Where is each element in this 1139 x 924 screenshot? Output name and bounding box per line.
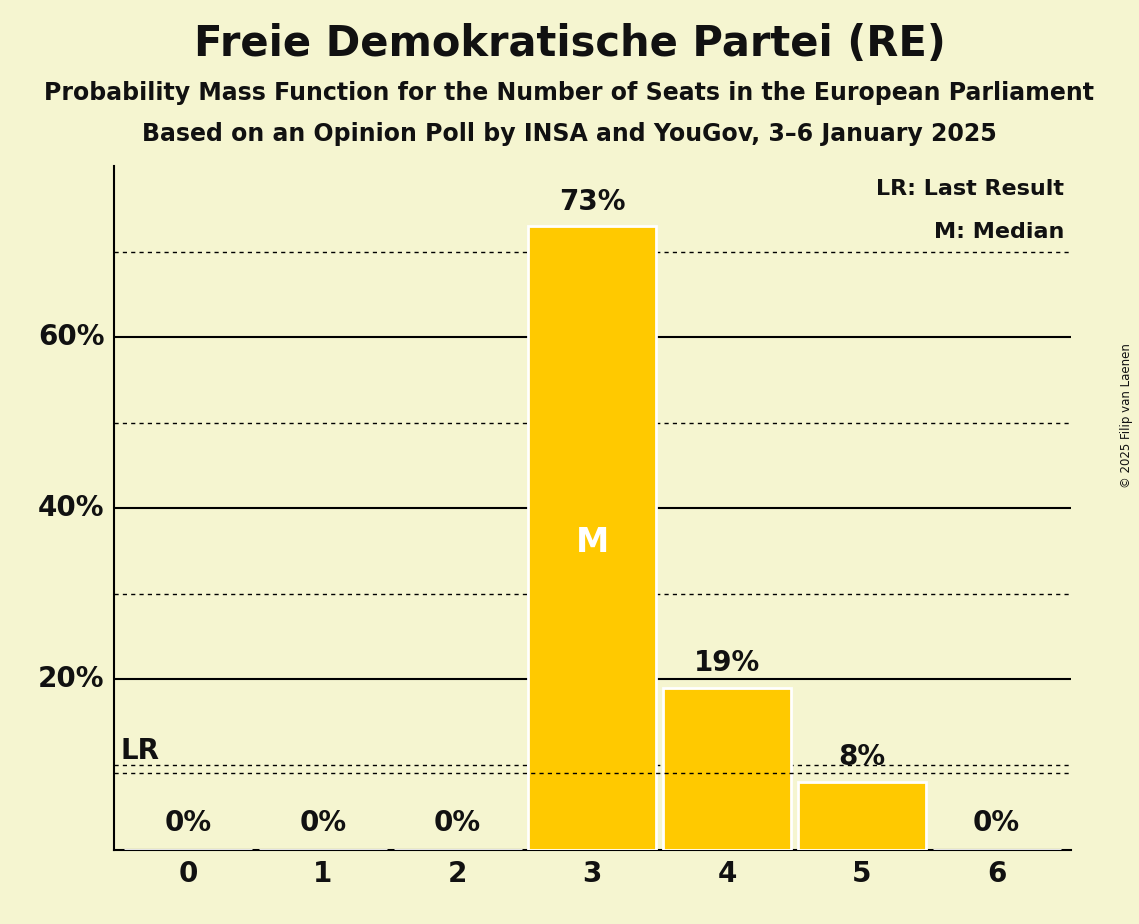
Text: M: M (575, 526, 609, 559)
Text: 19%: 19% (694, 650, 760, 677)
Text: 73%: 73% (559, 188, 625, 216)
Text: LR: LR (121, 736, 159, 765)
Bar (528, 226, 656, 850)
Text: 20%: 20% (38, 665, 105, 693)
Text: © 2025 Filip van Laenen: © 2025 Filip van Laenen (1121, 344, 1133, 488)
Text: 40%: 40% (38, 494, 105, 522)
Text: Based on an Opinion Poll by INSA and YouGov, 3–6 January 2025: Based on an Opinion Poll by INSA and You… (142, 122, 997, 146)
Text: M: Median: M: Median (934, 222, 1064, 242)
Text: 8%: 8% (838, 744, 885, 772)
Text: 0%: 0% (973, 809, 1021, 837)
Text: 0%: 0% (434, 809, 481, 837)
Bar (663, 687, 792, 850)
Text: 60%: 60% (38, 323, 105, 351)
Text: 0%: 0% (164, 809, 212, 837)
Text: LR: Last Result: LR: Last Result (876, 179, 1064, 200)
Text: Freie Demokratische Partei (RE): Freie Demokratische Partei (RE) (194, 23, 945, 65)
Bar (797, 782, 926, 850)
Text: 0%: 0% (300, 809, 346, 837)
Text: Probability Mass Function for the Number of Seats in the European Parliament: Probability Mass Function for the Number… (44, 81, 1095, 105)
